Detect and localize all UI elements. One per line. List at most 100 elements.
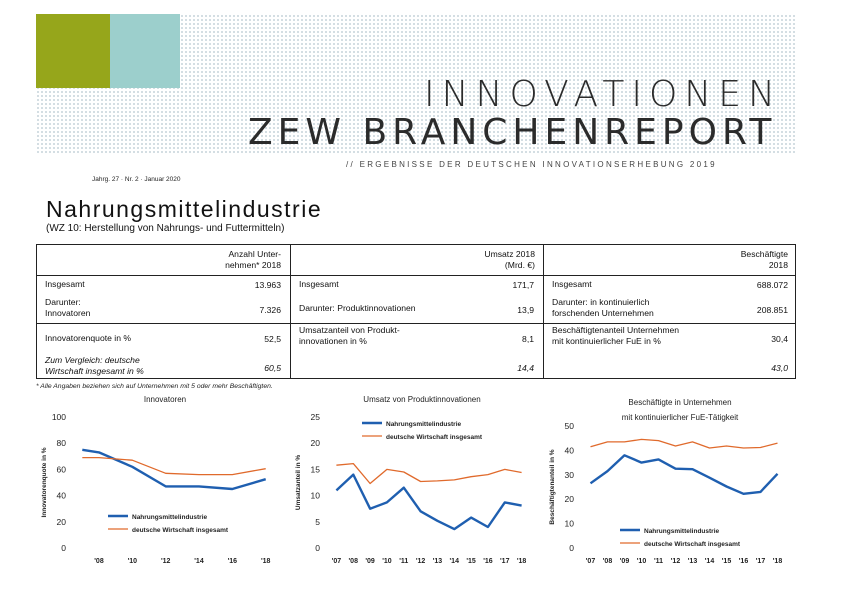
y-tick-label: 20: [311, 438, 321, 448]
y-tick-label: 40: [565, 445, 575, 455]
x-tick-label: '15: [722, 558, 732, 565]
y-tick-label: 100: [52, 412, 66, 422]
x-tick-label: '07: [586, 558, 596, 565]
report-title-line1: INNOVATIONEN: [424, 74, 782, 115]
legend-label: deutsche Wirtschaft insgesamt: [132, 527, 229, 534]
table-cell-value: 52,5: [264, 334, 281, 344]
x-tick-label: '12: [161, 558, 171, 565]
x-tick-label: '08: [603, 558, 613, 565]
table-cell-value: 43,0: [771, 363, 788, 373]
chart-title: Umsatz von Produktinnovationen: [363, 395, 481, 404]
y-tick-label: 30: [565, 470, 575, 480]
y-tick-label: 0: [61, 543, 66, 553]
x-tick-label: '15: [466, 558, 476, 565]
y-tick-label: 60: [57, 464, 67, 474]
y-tick-label: 40: [57, 491, 67, 501]
x-tick-label: '13: [433, 558, 443, 565]
table-row-label: Darunter: in kontinuierlich forschenden …: [552, 297, 654, 318]
chart-beschaeftigte-fue: 0 10 20 30 40 50 '07 '08 '09 '10 '11 '12 '13 '14 '15 '1…: [549, 421, 783, 565]
legend-label: deutsche Wirtschaft insgesamt: [386, 434, 483, 441]
legend-label: Nahrungsmittelindustrie: [132, 514, 208, 521]
table-cell-value: 13,9: [517, 305, 534, 315]
x-tick-label: '18: [517, 558, 527, 565]
x-tick-label: '10: [637, 558, 647, 565]
logo-square-teal: [110, 14, 180, 88]
table-row-label: Insgesamt: [45, 279, 85, 289]
table-row-label: Umsatzanteil von Produkt- innovationen i…: [299, 325, 400, 346]
y-tick-label: 15: [311, 464, 321, 474]
x-tick-label: '09: [620, 558, 630, 565]
y-tick-label: 25: [311, 412, 321, 422]
y-axis-label: Beschäftigtenanteil in %: [549, 449, 556, 524]
series-line: [589, 454, 779, 496]
x-tick-label: '14: [450, 558, 460, 565]
chart-umsatz-produktinnovationen: 0 5 10 15 20 25 '07 '08 '09 '10 '11 '12 '13 '14 '15 '16…: [295, 412, 527, 565]
table-divider: [543, 245, 544, 378]
legend-label: deutsche Wirtschaft insgesamt: [644, 541, 741, 548]
x-tick-label: '11: [654, 558, 663, 565]
logo-square-green: [36, 14, 110, 88]
header-cell-unternehmen: Anzahl Unter- nehmen* 2018: [225, 249, 281, 270]
series-line: [336, 462, 522, 485]
x-tick-label: '10: [382, 558, 392, 565]
table-cell-value: 30,4: [771, 334, 788, 344]
y-tick-label: 10: [565, 519, 575, 529]
y-tick-label: 0: [315, 543, 320, 553]
table-cell-value: 7.326: [259, 305, 281, 315]
table-row-label: Insgesamt: [552, 279, 592, 289]
chart-title: Beschäftigte in Unternehmen mit kontinui…: [621, 398, 739, 422]
x-tick-label: '09: [365, 558, 375, 565]
table-divider: [37, 323, 795, 324]
x-tick-label: '17: [756, 558, 766, 565]
x-tick-label: '14: [705, 558, 715, 565]
x-tick-label: '16: [483, 558, 493, 565]
x-tick-label: '17: [500, 558, 510, 565]
section-title: Nahrungsmittelindustrie: [46, 196, 323, 222]
table-row-label: Zum Vergleich: deutsche Wirtschaft insge…: [45, 355, 144, 376]
y-tick-label: 10: [311, 491, 321, 501]
table-row-label: Darunter: Innovatoren: [45, 297, 91, 318]
y-axis-label: Innovatorenquote in %: [41, 447, 48, 517]
issue-info: Jahrg. 27 · Nr. 2 · Januar 2020: [92, 176, 181, 183]
x-tick-label: '18: [261, 558, 271, 565]
header-cell-beschaeftigte: Beschäftigte 2018: [740, 249, 788, 270]
y-tick-label: 20: [565, 494, 575, 504]
x-tick-label: '12: [671, 558, 681, 565]
table-cell-value: 60,5: [264, 363, 281, 373]
legend-label: Nahrungsmittelindustrie: [386, 421, 462, 428]
y-tick-label: 80: [57, 438, 67, 448]
summary-table: Anzahl Unter- nehmen* 2018 Umsatz 2018 (…: [36, 244, 796, 379]
table-cell-value: 14,4: [517, 363, 534, 373]
chart-innovatoren: 0 20 40 60 80 100 '08 '10 '12 '14 '16 '18 Innovatore…: [41, 412, 271, 565]
report-subtitle: // ERGEBNISSE DER DEUTSCHEN INNOVATIONSE…: [344, 160, 719, 169]
x-tick-label: '14: [194, 558, 204, 565]
series-line: [82, 456, 266, 476]
x-tick-label: '13: [688, 558, 698, 565]
report-title-line2: ZEW BRANCHENREPORT: [248, 112, 777, 153]
y-tick-label: 0: [569, 543, 574, 553]
table-cell-value: 688.072: [756, 280, 788, 290]
table-cell-value: 8,1: [522, 334, 534, 344]
table-row-label: Insgesamt: [299, 279, 339, 289]
table-row-label: Darunter: Produktinnovationen: [299, 303, 416, 313]
table-cell-value: 171,7: [512, 280, 534, 290]
table-row-label: Beschäftigtenanteil Unternehmen mit kont…: [552, 325, 680, 346]
x-tick-label: '16: [228, 558, 238, 565]
y-tick-label: 20: [57, 517, 67, 527]
table-cell-value: 208.851: [756, 305, 788, 315]
table-row-label: Innovatorenquote in %: [45, 333, 132, 343]
y-tick-label: 50: [565, 421, 575, 431]
header-cell-umsatz: Umsatz 2018 (Mrd. €): [484, 249, 535, 270]
y-tick-label: 5: [315, 517, 320, 527]
x-tick-label: '07: [332, 558, 342, 565]
x-tick-label: '10: [128, 558, 138, 565]
x-tick-label: '16: [739, 558, 749, 565]
table-cell-value: 13.963: [254, 280, 281, 290]
x-tick-label: '11: [399, 558, 408, 565]
x-tick-label: '08: [349, 558, 359, 565]
section-subtitle: (WZ 10: Herstellung von Nahrungs- und Fu…: [46, 223, 285, 234]
x-tick-label: '18: [773, 558, 783, 565]
legend-label: Nahrungsmittelindustrie: [644, 528, 720, 535]
footnote: * Alle Angaben beziehen sich auf Unterne…: [36, 383, 273, 390]
chart-title: Innovatoren: [143, 395, 187, 404]
